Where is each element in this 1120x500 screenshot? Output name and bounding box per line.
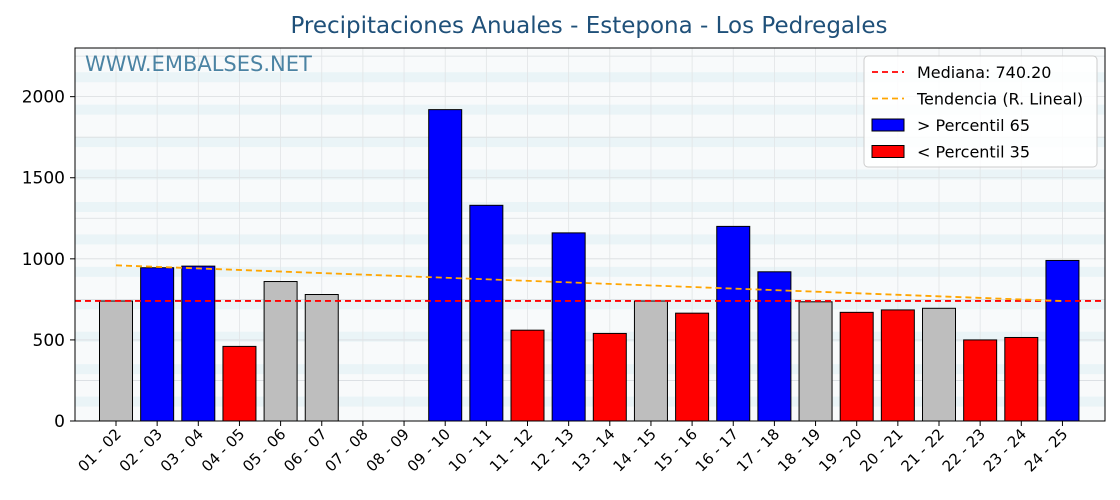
bar-13-14 bbox=[592, 332, 627, 422]
bar-06-07 bbox=[304, 294, 339, 422]
stripe bbox=[75, 266, 1105, 277]
stripe bbox=[75, 396, 1105, 407]
x-tick-label: 14 - 15 bbox=[609, 425, 659, 475]
stripe bbox=[75, 234, 1105, 245]
bar-16-17 bbox=[716, 225, 751, 422]
bar-11-12 bbox=[510, 329, 545, 422]
bar-02-03 bbox=[140, 267, 175, 422]
legend-label-trend: Tendencia (R. Lineal) bbox=[916, 90, 1083, 109]
x-tick-label: 03 - 04 bbox=[157, 425, 207, 475]
axes bbox=[74, 47, 1106, 422]
x-tick-label: 17 - 18 bbox=[733, 425, 783, 475]
bar-04-05 bbox=[222, 345, 257, 422]
x-tick-label: 04 - 05 bbox=[198, 425, 248, 475]
stripe bbox=[75, 364, 1105, 375]
x-tick-label: 22 - 23 bbox=[939, 425, 989, 475]
stripe bbox=[75, 169, 1105, 180]
bar-17-18 bbox=[757, 271, 792, 422]
bar-05-06 bbox=[263, 281, 298, 422]
stripe bbox=[75, 137, 1105, 148]
stripe bbox=[75, 299, 1105, 310]
bar-20-21 bbox=[880, 309, 915, 422]
legend-swatch-high bbox=[871, 118, 905, 132]
y-tick-label: 500 bbox=[33, 331, 65, 351]
x-tick-label: 13 - 14 bbox=[568, 425, 618, 475]
stripe bbox=[75, 104, 1105, 115]
bar-14-15 bbox=[633, 300, 668, 422]
x-tick-label: 16 - 17 bbox=[692, 425, 742, 475]
plot-frame bbox=[74, 47, 1106, 422]
x-tick-label: 19 - 20 bbox=[815, 425, 865, 475]
bar-19-20 bbox=[839, 311, 874, 422]
bar-10-11 bbox=[469, 204, 504, 422]
bars bbox=[99, 109, 1080, 422]
x-tick-label: 21 - 22 bbox=[898, 425, 948, 475]
x-tick-label: 09 - 10 bbox=[404, 425, 454, 475]
reference-lines bbox=[75, 264, 1105, 302]
bar-01-02 bbox=[99, 300, 133, 422]
y-tick-label: 1500 bbox=[22, 169, 65, 189]
stripe bbox=[75, 201, 1105, 212]
legend-box bbox=[863, 55, 1098, 168]
bar-24-25 bbox=[1045, 259, 1080, 422]
y-tick-label: 2000 bbox=[22, 88, 65, 108]
bar-22-23 bbox=[963, 339, 998, 422]
chart-title: Precipitaciones Anuales - Estepona - Los… bbox=[290, 13, 887, 39]
legend-label-low: < Percentil 35 bbox=[917, 143, 1030, 162]
x-tick-label: 05 - 06 bbox=[239, 425, 289, 475]
stripe bbox=[75, 72, 1105, 83]
x-tick-label: 23 - 24 bbox=[980, 425, 1030, 475]
bar-09-10 bbox=[428, 109, 463, 422]
legend-label-high: > Percentil 65 bbox=[917, 116, 1030, 135]
x-tick-label: 12 - 13 bbox=[527, 425, 577, 475]
legend-swatch-low bbox=[871, 145, 905, 158]
x-tick-label: 01 - 02 bbox=[75, 425, 125, 475]
x-tick-label: 24 - 25 bbox=[1021, 425, 1071, 475]
x-tick-label: 10 - 11 bbox=[445, 425, 495, 475]
y-tick-labels: 0 500 1000 1500 2000 bbox=[22, 88, 75, 432]
x-tick-label: 06 - 07 bbox=[280, 425, 330, 475]
y-tick-label: 0 bbox=[54, 412, 65, 432]
legend: Mediana: 740.20 Tendencia (R. Lineal) > P… bbox=[863, 55, 1098, 168]
bar-18-19 bbox=[798, 301, 833, 422]
x-tick-label: 02 - 03 bbox=[116, 425, 166, 475]
watermark: WWW.EMBALSES.NET bbox=[85, 52, 312, 76]
x-tick-label: 11 - 12 bbox=[486, 425, 536, 475]
stripe bbox=[75, 331, 1105, 342]
bar-21-22 bbox=[922, 307, 956, 422]
x-tick-label: 18 - 19 bbox=[774, 425, 824, 475]
trend-line bbox=[115, 264, 1063, 302]
bar-15-16 bbox=[675, 312, 710, 422]
x-tick-label: 08 - 09 bbox=[363, 425, 413, 475]
bar-23-24 bbox=[1004, 336, 1039, 422]
x-tick-label: 15 - 16 bbox=[651, 425, 701, 475]
bar-12-13 bbox=[551, 232, 586, 422]
x-tick-label: 07 - 08 bbox=[321, 425, 371, 475]
y-tick-label: 1000 bbox=[22, 250, 65, 270]
x-tick-label: 20 - 21 bbox=[856, 425, 906, 475]
legend-label-median: Mediana: 740.20 bbox=[917, 63, 1051, 82]
bar-03-04 bbox=[181, 265, 216, 422]
